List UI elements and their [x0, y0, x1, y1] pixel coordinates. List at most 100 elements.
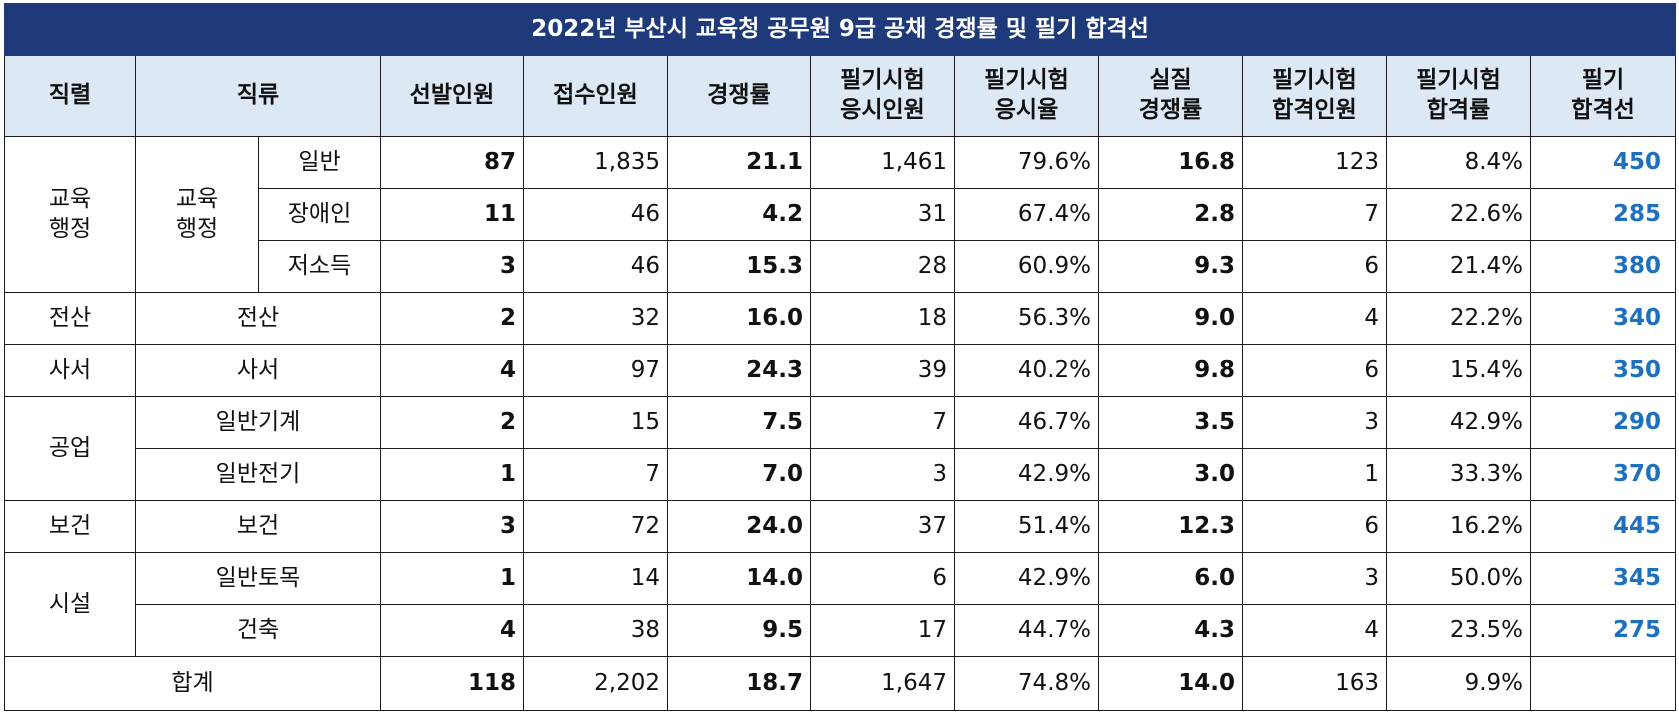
pass-rate-cell: 8.4% [1386, 136, 1531, 189]
table-row: 보건 보건 3 72 24.0 37 51.4% 12.3 6 16.2% 44… [4, 500, 1677, 553]
take-rate-cell: 56.3% [954, 292, 1099, 345]
series-facility: 시설 [4, 552, 136, 657]
actual-competition-cell: 9.0 [1098, 292, 1243, 345]
applied-cell: 15 [523, 396, 668, 449]
passed-cell: 6 [1242, 500, 1387, 553]
category-cell: 일반전기 [135, 448, 381, 501]
total-applied: 2,202 [523, 656, 668, 711]
cutoff-cell: 350 [1529, 344, 1677, 397]
category-cell: 일반토목 [135, 552, 381, 605]
selected-cell: 1 [380, 552, 524, 605]
cutoff-cell: 340 [1529, 292, 1677, 345]
competition-cell: 7.0 [667, 448, 811, 501]
header-actual-competition: 실질 경쟁률 [1098, 55, 1243, 137]
actual-competition-cell: 16.8 [1098, 136, 1243, 189]
take-rate-cell: 44.7% [954, 604, 1099, 657]
applied-cell: 38 [523, 604, 668, 657]
passed-cell: 3 [1242, 552, 1387, 605]
selected-cell: 4 [380, 604, 524, 657]
actual-competition-cell: 2.8 [1098, 188, 1243, 241]
passed-cell: 4 [1242, 292, 1387, 345]
competition-cell: 21.1 [667, 136, 811, 189]
pass-rate-cell: 22.2% [1386, 292, 1531, 345]
selected-cell: 3 [380, 500, 524, 553]
takers-cell: 28 [810, 240, 955, 293]
table-title: 2022년 부산시 교육청 공무원 9급 공채 경쟁률 및 필기 합격선 [3, 3, 1677, 56]
actual-competition-cell: 3.0 [1098, 448, 1243, 501]
applied-cell: 46 [523, 188, 668, 241]
selected-cell: 11 [380, 188, 524, 241]
total-row: 합계 118 2,202 18.7 1,647 74.8% 14.0 163 9… [4, 656, 1677, 711]
competition-cell: 24.0 [667, 500, 811, 553]
applied-cell: 7 [523, 448, 668, 501]
cutoff-cell: 445 [1529, 500, 1677, 553]
selected-cell: 2 [380, 292, 524, 345]
takers-cell: 31 [810, 188, 955, 241]
passed-cell: 3 [1242, 396, 1387, 449]
header-competition: 경쟁률 [667, 55, 811, 137]
header-applied: 접수인원 [523, 55, 668, 137]
passed-cell: 7 [1242, 188, 1387, 241]
table-row: 일반전기 1 7 7.0 3 42.9% 3.0 1 33.3% 370 [5, 448, 1677, 501]
takers-cell: 6 [810, 552, 955, 605]
series-industrial: 공업 [4, 396, 136, 501]
table-row: 건축 4 38 9.5 17 44.7% 4.3 4 23.5% 275 [5, 604, 1677, 657]
total-pass-rate: 9.9% [1386, 656, 1531, 711]
passed-cell: 123 [1242, 136, 1387, 189]
passed-cell: 1 [1242, 448, 1387, 501]
cutoff-cell: 290 [1529, 396, 1677, 449]
header-pass-rate: 필기시험 합격률 [1386, 55, 1531, 137]
total-label: 합계 [4, 656, 381, 711]
total-passed: 163 [1242, 656, 1387, 711]
cutoff-cell: 380 [1529, 240, 1677, 293]
total-take-rate: 74.8% [954, 656, 1099, 711]
applied-cell: 72 [523, 500, 668, 553]
cutoff-cell: 370 [1529, 448, 1677, 501]
competition-cell: 7.5 [667, 396, 811, 449]
takers-cell: 39 [810, 344, 955, 397]
competition-cell: 4.2 [667, 188, 811, 241]
actual-competition-cell: 9.8 [1098, 344, 1243, 397]
table-row: 시설 일반토목 1 14 14.0 6 42.9% 6.0 3 50.0% 34… [4, 552, 1677, 657]
selected-cell: 1 [380, 448, 524, 501]
competition-cell: 9.5 [667, 604, 811, 657]
actual-competition-cell: 6.0 [1098, 552, 1243, 605]
total-actual-competition: 14.0 [1098, 656, 1243, 711]
pass-rate-cell: 15.4% [1386, 344, 1531, 397]
take-rate-cell: 42.9% [954, 448, 1099, 501]
actual-competition-cell: 4.3 [1098, 604, 1243, 657]
header-category: 직류 [135, 55, 381, 137]
series-health: 보건 [4, 500, 136, 553]
actual-competition-cell: 9.3 [1098, 240, 1243, 293]
selected-cell: 87 [380, 136, 524, 189]
pass-rate-cell: 21.4% [1386, 240, 1531, 293]
results-table-container: 2022년 부산시 교육청 공무원 9급 공채 경쟁률 및 필기 합격선 직렬 … [3, 3, 1677, 711]
subcategory-cell: 장애인 [258, 188, 381, 241]
pass-rate-cell: 16.2% [1386, 500, 1531, 553]
applied-cell: 32 [523, 292, 668, 345]
competition-cell: 15.3 [667, 240, 811, 293]
take-rate-cell: 67.4% [954, 188, 1099, 241]
take-rate-cell: 51.4% [954, 500, 1099, 553]
actual-competition-cell: 12.3 [1098, 500, 1243, 553]
header-row: 직렬 직류 선발인원 접수인원 경쟁률 필기시험 응시인원 필기시험 응시율 실질 경… [4, 55, 1677, 137]
passed-cell: 4 [1242, 604, 1387, 657]
takers-cell: 7 [810, 396, 955, 449]
category-computing: 전산 [135, 292, 381, 345]
category-cell: 일반기계 [135, 396, 381, 449]
cutoff-cell: 345 [1529, 552, 1677, 605]
total-cutoff [1529, 656, 1677, 711]
applied-cell: 46 [523, 240, 668, 293]
take-rate-cell: 60.9% [954, 240, 1099, 293]
cutoff-cell: 285 [1529, 188, 1677, 241]
cutoff-cell: 450 [1529, 136, 1677, 189]
pass-rate-cell: 33.3% [1386, 448, 1531, 501]
header-exam-rate: 필기시험 응시율 [954, 55, 1099, 137]
pass-rate-cell: 23.5% [1386, 604, 1531, 657]
selected-cell: 3 [380, 240, 524, 293]
takers-cell: 18 [810, 292, 955, 345]
total-takers: 1,647 [810, 656, 955, 711]
category-librarian: 사서 [135, 344, 381, 397]
take-rate-cell: 40.2% [954, 344, 1099, 397]
category-health: 보건 [135, 500, 381, 553]
